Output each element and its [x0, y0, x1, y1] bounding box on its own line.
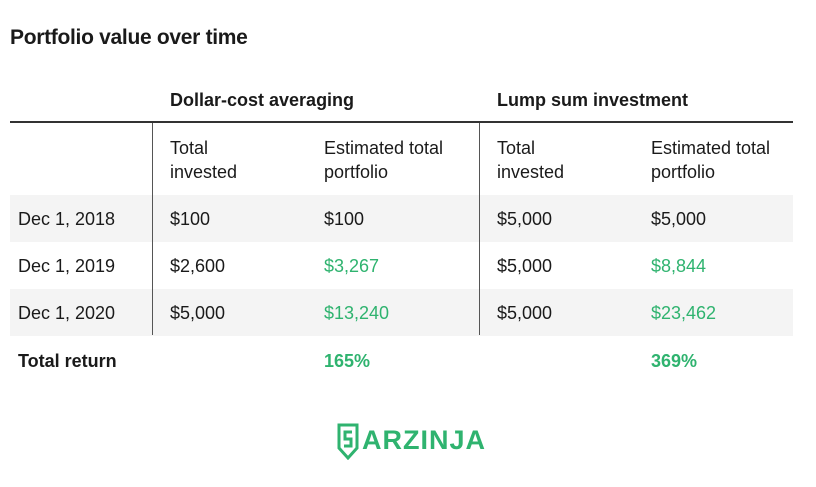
table-cell: $5,000 [497, 256, 553, 276]
table-cell: $23,462 [651, 303, 717, 323]
table-cell: $5,000 [651, 209, 707, 229]
table-cell: $2,600 [170, 256, 226, 276]
total-value: 165% [324, 351, 371, 371]
row-label: Dec 1, 2018 [18, 209, 116, 229]
table-cell: $8,844 [651, 256, 707, 276]
header-rule [10, 121, 793, 123]
column-header: Total invested [170, 138, 238, 182]
table-cell: $3,267 [324, 256, 380, 276]
column-divider [479, 123, 480, 335]
total-value: 369% [651, 351, 698, 371]
table-cell: $5,000 [497, 303, 553, 323]
total-label: Total return [18, 351, 117, 371]
column-header: Estimated total portfolio [324, 138, 444, 182]
column-header: Estimated total portfolio [651, 138, 771, 182]
row-bg [10, 195, 793, 242]
table-cell: $5,000 [170, 303, 226, 323]
logo-icon [337, 423, 359, 460]
table-cell: $100 [170, 209, 211, 229]
table-cell: $13,240 [324, 303, 390, 323]
group-header: Dollar-cost averaging [170, 90, 355, 110]
group-header: Lump sum investment [497, 90, 689, 110]
table-cell: $5,000 [497, 209, 553, 229]
row-bg [10, 289, 793, 336]
title: Portfolio value over time [10, 26, 248, 49]
logo-text: ARZINJA [362, 425, 487, 455]
column-divider [152, 123, 153, 335]
table-cell: $100 [324, 209, 365, 229]
column-header: Total invested [497, 138, 565, 182]
row-label: Dec 1, 2019 [18, 256, 116, 276]
row-label: Dec 1, 2020 [18, 303, 116, 323]
